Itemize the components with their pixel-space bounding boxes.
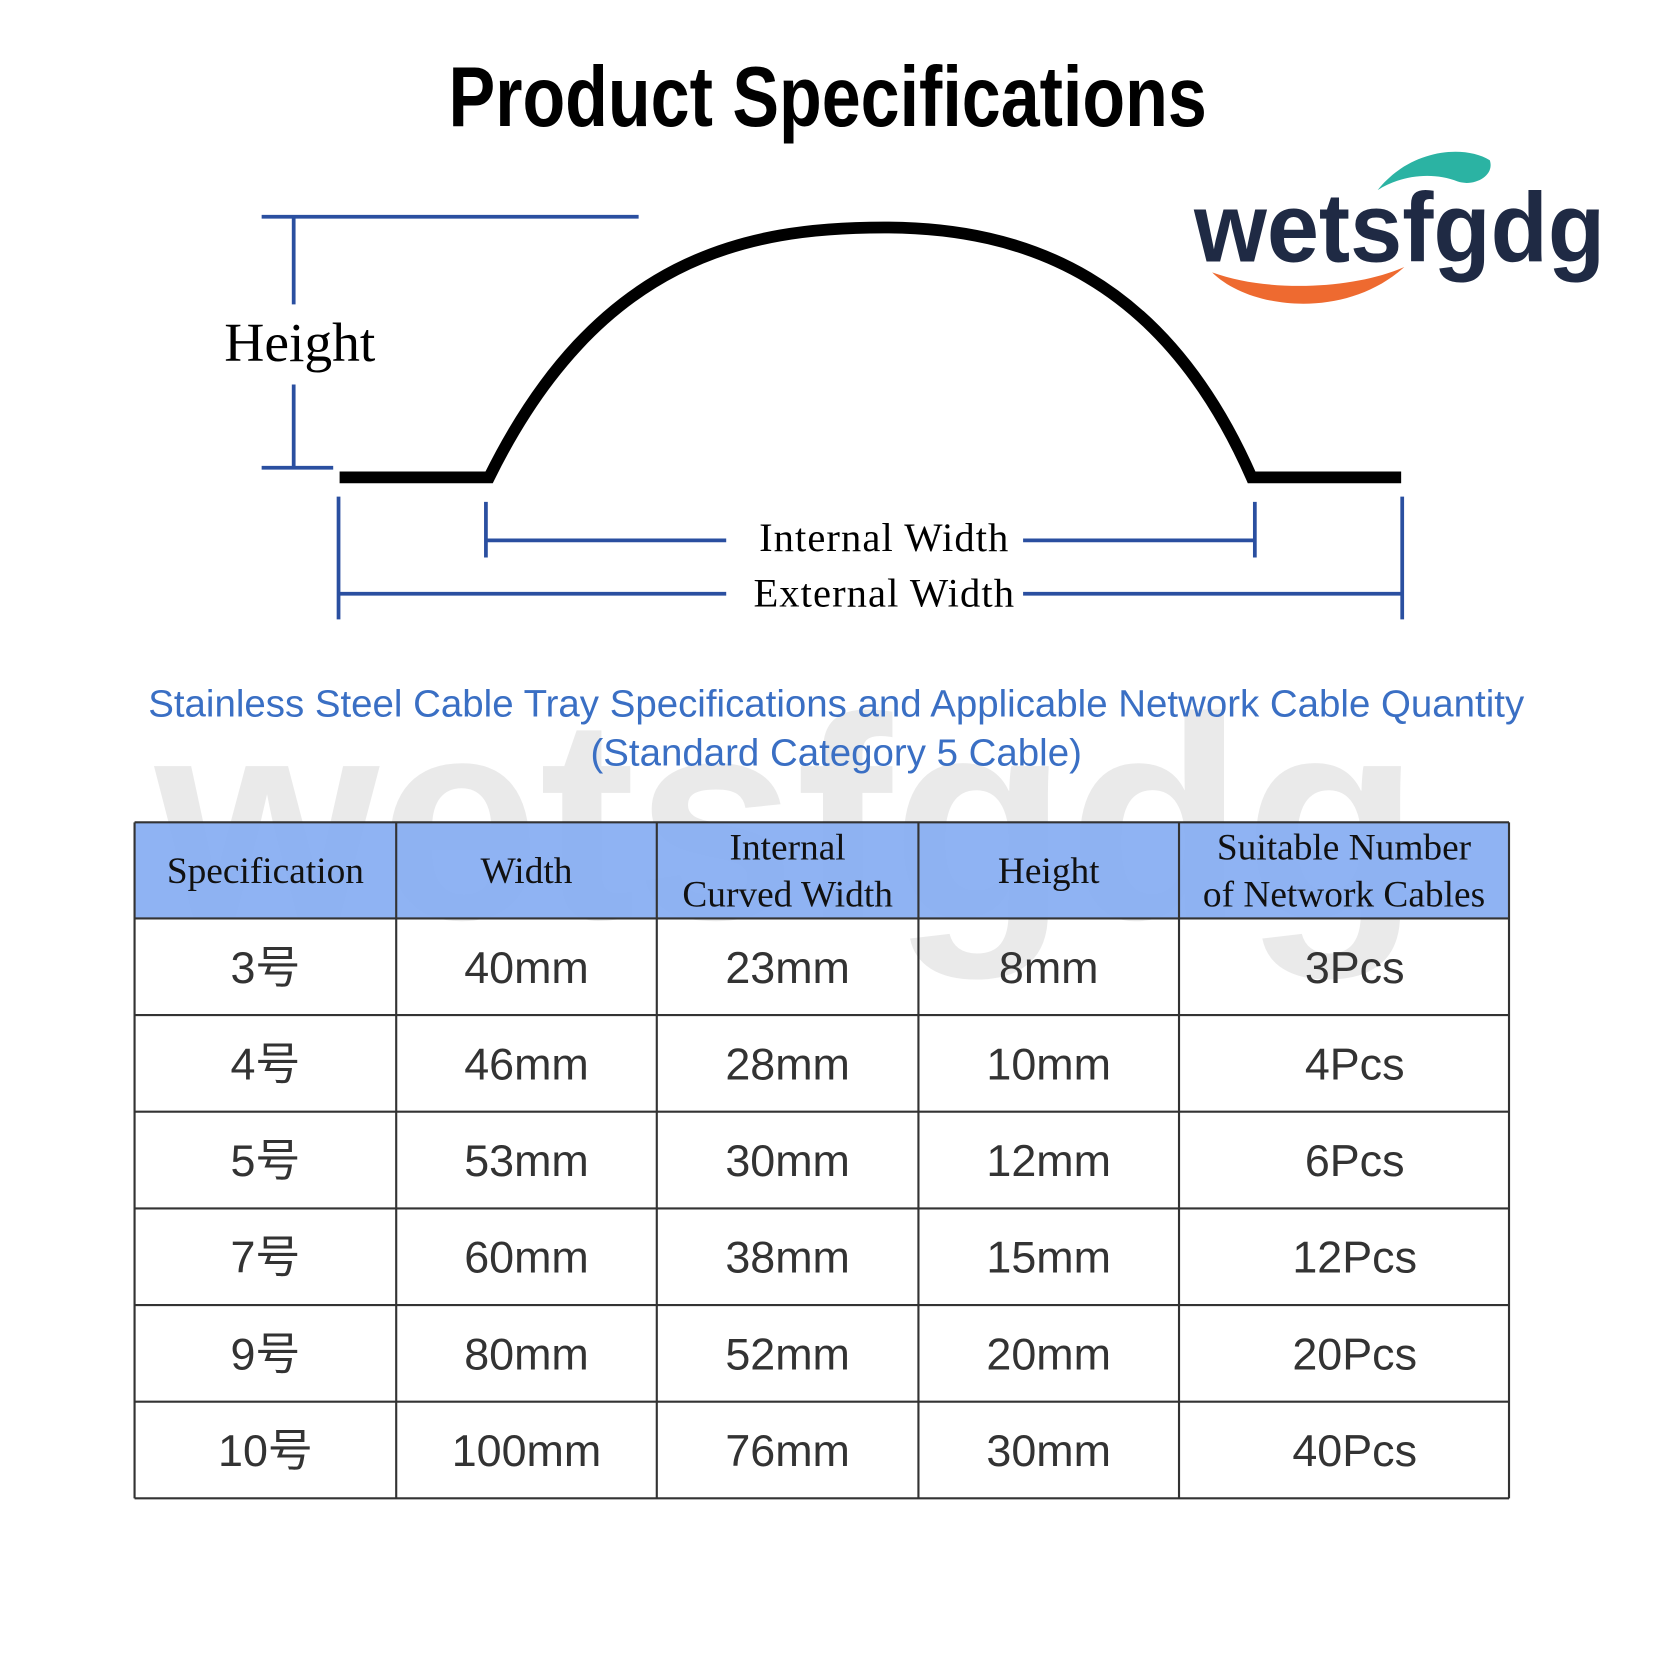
column-header: Height bbox=[998, 851, 1100, 892]
column-header: Curved Width bbox=[682, 875, 893, 916]
cell: 10mm bbox=[986, 1038, 1111, 1089]
cell: 3号 bbox=[230, 942, 300, 993]
cell: 8mm bbox=[999, 942, 1099, 993]
title: Product Specifications bbox=[449, 50, 1207, 145]
cell: 4Pcs bbox=[1305, 1038, 1405, 1089]
logo: wetsfgdg bbox=[1193, 151, 1605, 304]
cell: 100mm bbox=[452, 1425, 602, 1476]
cell: 7号 bbox=[230, 1232, 300, 1283]
caption: Stainless Steel Cable Tray Specification… bbox=[148, 683, 1525, 726]
spec-table: Specification Width Internal Curved Width He… bbox=[133, 821, 1511, 1500]
cell: 10号 bbox=[218, 1425, 313, 1476]
cell: 20mm bbox=[986, 1328, 1111, 1379]
cell: 20Pcs bbox=[1292, 1328, 1417, 1379]
cell: 15mm bbox=[986, 1232, 1111, 1283]
internal-width-label: Internal Width bbox=[759, 515, 1009, 560]
cell: 40Pcs bbox=[1292, 1425, 1417, 1476]
cell: 80mm bbox=[464, 1328, 589, 1379]
column-header: Internal bbox=[730, 828, 846, 869]
column-header: Width bbox=[481, 851, 573, 892]
external-width-label: External Width bbox=[753, 571, 1015, 616]
internal-width-dimension bbox=[484, 501, 1257, 558]
brand: wetsfgdg bbox=[1193, 173, 1605, 283]
cell: 46mm bbox=[464, 1038, 589, 1089]
column-header: of Network Cables bbox=[1203, 875, 1485, 916]
logo-swoosh bbox=[1377, 151, 1491, 191]
cell: 28mm bbox=[725, 1038, 850, 1089]
diagram: Height Internal Width External Width bbox=[224, 214, 1405, 620]
cell: 40mm bbox=[464, 942, 589, 993]
cell: 4号 bbox=[230, 1038, 300, 1089]
cell: 38mm bbox=[725, 1232, 850, 1283]
cell: 3Pcs bbox=[1305, 942, 1405, 993]
height-dimension bbox=[261, 214, 639, 470]
caption: (Standard Category 5 Cable) bbox=[590, 732, 1081, 775]
cell: 53mm bbox=[464, 1135, 589, 1186]
cell: 30mm bbox=[986, 1425, 1111, 1476]
cell: 23mm bbox=[725, 942, 850, 993]
column-header: Suitable Number bbox=[1217, 828, 1472, 869]
cell: 5号 bbox=[230, 1135, 300, 1186]
tray-profile bbox=[339, 221, 1402, 484]
external-width-dimension bbox=[336, 496, 1405, 620]
cell: 6Pcs bbox=[1305, 1135, 1405, 1186]
cell: 52mm bbox=[725, 1328, 850, 1379]
height-label: Height bbox=[224, 313, 376, 374]
header-row bbox=[134, 822, 1510, 919]
column-header: Specification bbox=[167, 851, 364, 892]
watermark: wetsfgdg bbox=[150, 658, 1420, 981]
cell: 76mm bbox=[725, 1425, 850, 1476]
cell: 12Pcs bbox=[1292, 1232, 1417, 1283]
logo-swoosh bbox=[1212, 266, 1405, 304]
cell: 12mm bbox=[986, 1135, 1111, 1186]
cell: 9号 bbox=[230, 1328, 300, 1379]
cell: 60mm bbox=[464, 1232, 589, 1283]
cell: 30mm bbox=[725, 1135, 850, 1186]
